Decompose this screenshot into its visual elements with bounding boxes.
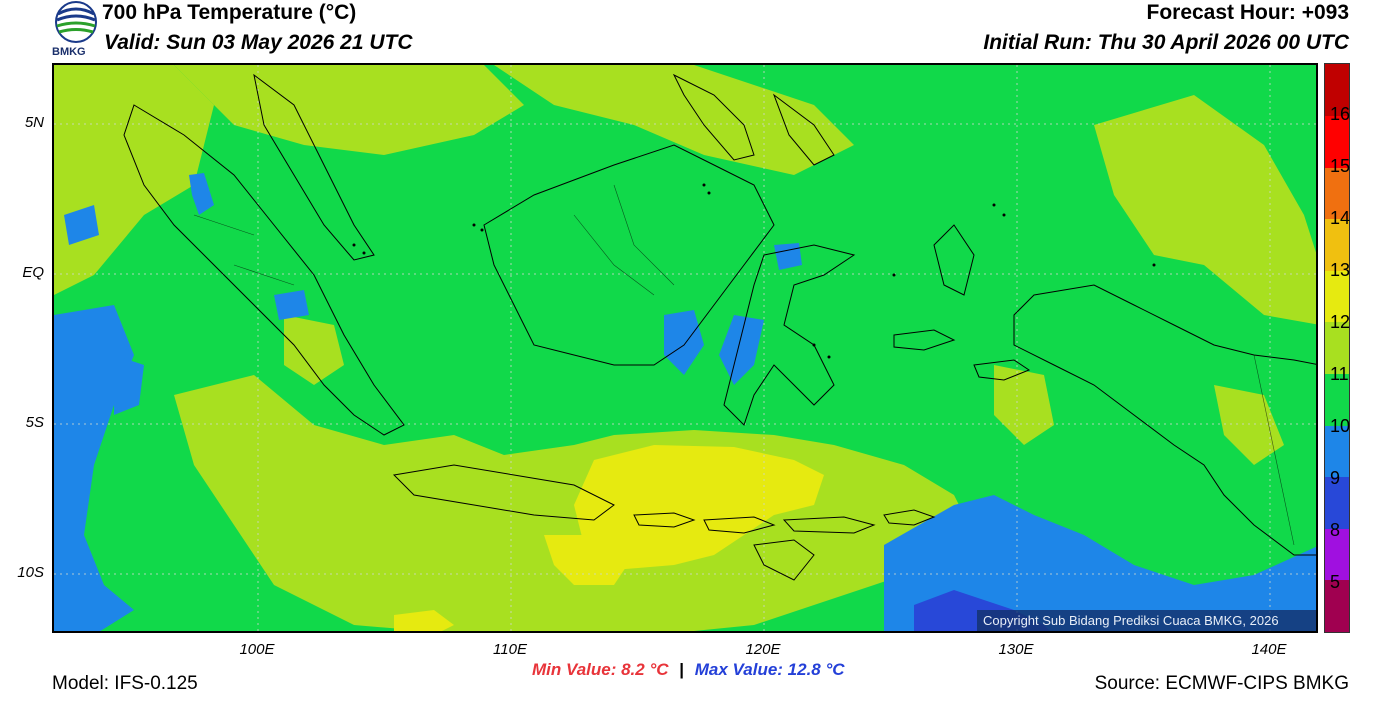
colorbar-label-16: 16 (1330, 104, 1351, 124)
copyright-notice: Copyright Sub Bidang Prediksi Cuaca BMKG… (977, 610, 1316, 631)
lon-label-100e: 100E (239, 641, 275, 658)
bmkg-logo (52, 0, 100, 60)
lat-label-10s: 10S (17, 564, 44, 581)
min-value: Min Value: 8.2 °C (532, 660, 669, 679)
max-value: Max Value: 12.8 °C (694, 660, 845, 679)
colorbar-label-14: 14 (1330, 208, 1351, 228)
colorbar-label-15: 15 (1330, 156, 1351, 176)
lon-label-110e: 110E (493, 641, 527, 658)
colorbar-swatch-14 (1325, 168, 1349, 219)
minmax-separator: | (679, 660, 685, 679)
initial-run: Initial Run: Thu 30 April 2026 00 UTC (983, 31, 1349, 54)
map-title: 700 hPa Temperature (°C) (102, 1, 357, 24)
colorbar (1324, 63, 1350, 633)
colorbar-label-11: 11 (1330, 364, 1349, 384)
colorbar-swatch-low (1325, 580, 1349, 632)
colorbar-swatch-11 (1325, 322, 1349, 374)
colorbar-label-8: 8 (1330, 520, 1341, 540)
lon-label-120e: 120E (745, 641, 781, 658)
colorbar-label-9: 9 (1330, 468, 1341, 488)
min-max-values: Min Value: 8.2 °C | Max Value: 12.8 °C (532, 660, 845, 680)
bmkg-logo-icon (55, 1, 97, 43)
logo-text: BMKG (52, 46, 86, 58)
source-label: Source: ECMWF-CIPS BMKG (1094, 673, 1349, 694)
coastlines (123, 73, 1316, 581)
lon-label-140e: 140E (1251, 641, 1287, 658)
model-label: Model: IFS-0.125 (52, 673, 198, 694)
forecast-hour: Forecast Hour: +093 (1146, 1, 1350, 24)
colorbar-swatch-8 (1325, 477, 1349, 529)
colorbar-swatch-15 (1325, 116, 1349, 168)
colorbar-swatch-9 (1325, 426, 1349, 477)
colorbar-swatch-5 (1325, 529, 1349, 580)
colorbar-swatch-12 (1325, 271, 1349, 322)
colorbar-label-13: 13 (1330, 260, 1351, 280)
lat-label-5s: 5S (25, 414, 44, 431)
lat-label-5n: 5N (24, 114, 44, 131)
valid-time: Valid: Sun 03 May 2026 21 UTC (104, 31, 413, 54)
colorbar-swatch-10 (1325, 374, 1349, 426)
colorbar-label-5: 5 (1330, 572, 1341, 592)
colorbar-label-12: 12 (1330, 312, 1351, 332)
colorbar-swatch-13 (1325, 219, 1349, 271)
lon-label-130e: 130E (998, 641, 1034, 658)
map-panel: Copyright Sub Bidang Prediksi Cuaca BMKG… (52, 63, 1318, 633)
lat-label-eq: EQ (22, 264, 44, 281)
temperature-field (54, 65, 1316, 631)
colorbar-label-10: 10 (1330, 416, 1351, 436)
colorbar-swatch-16-plus (1325, 64, 1349, 116)
